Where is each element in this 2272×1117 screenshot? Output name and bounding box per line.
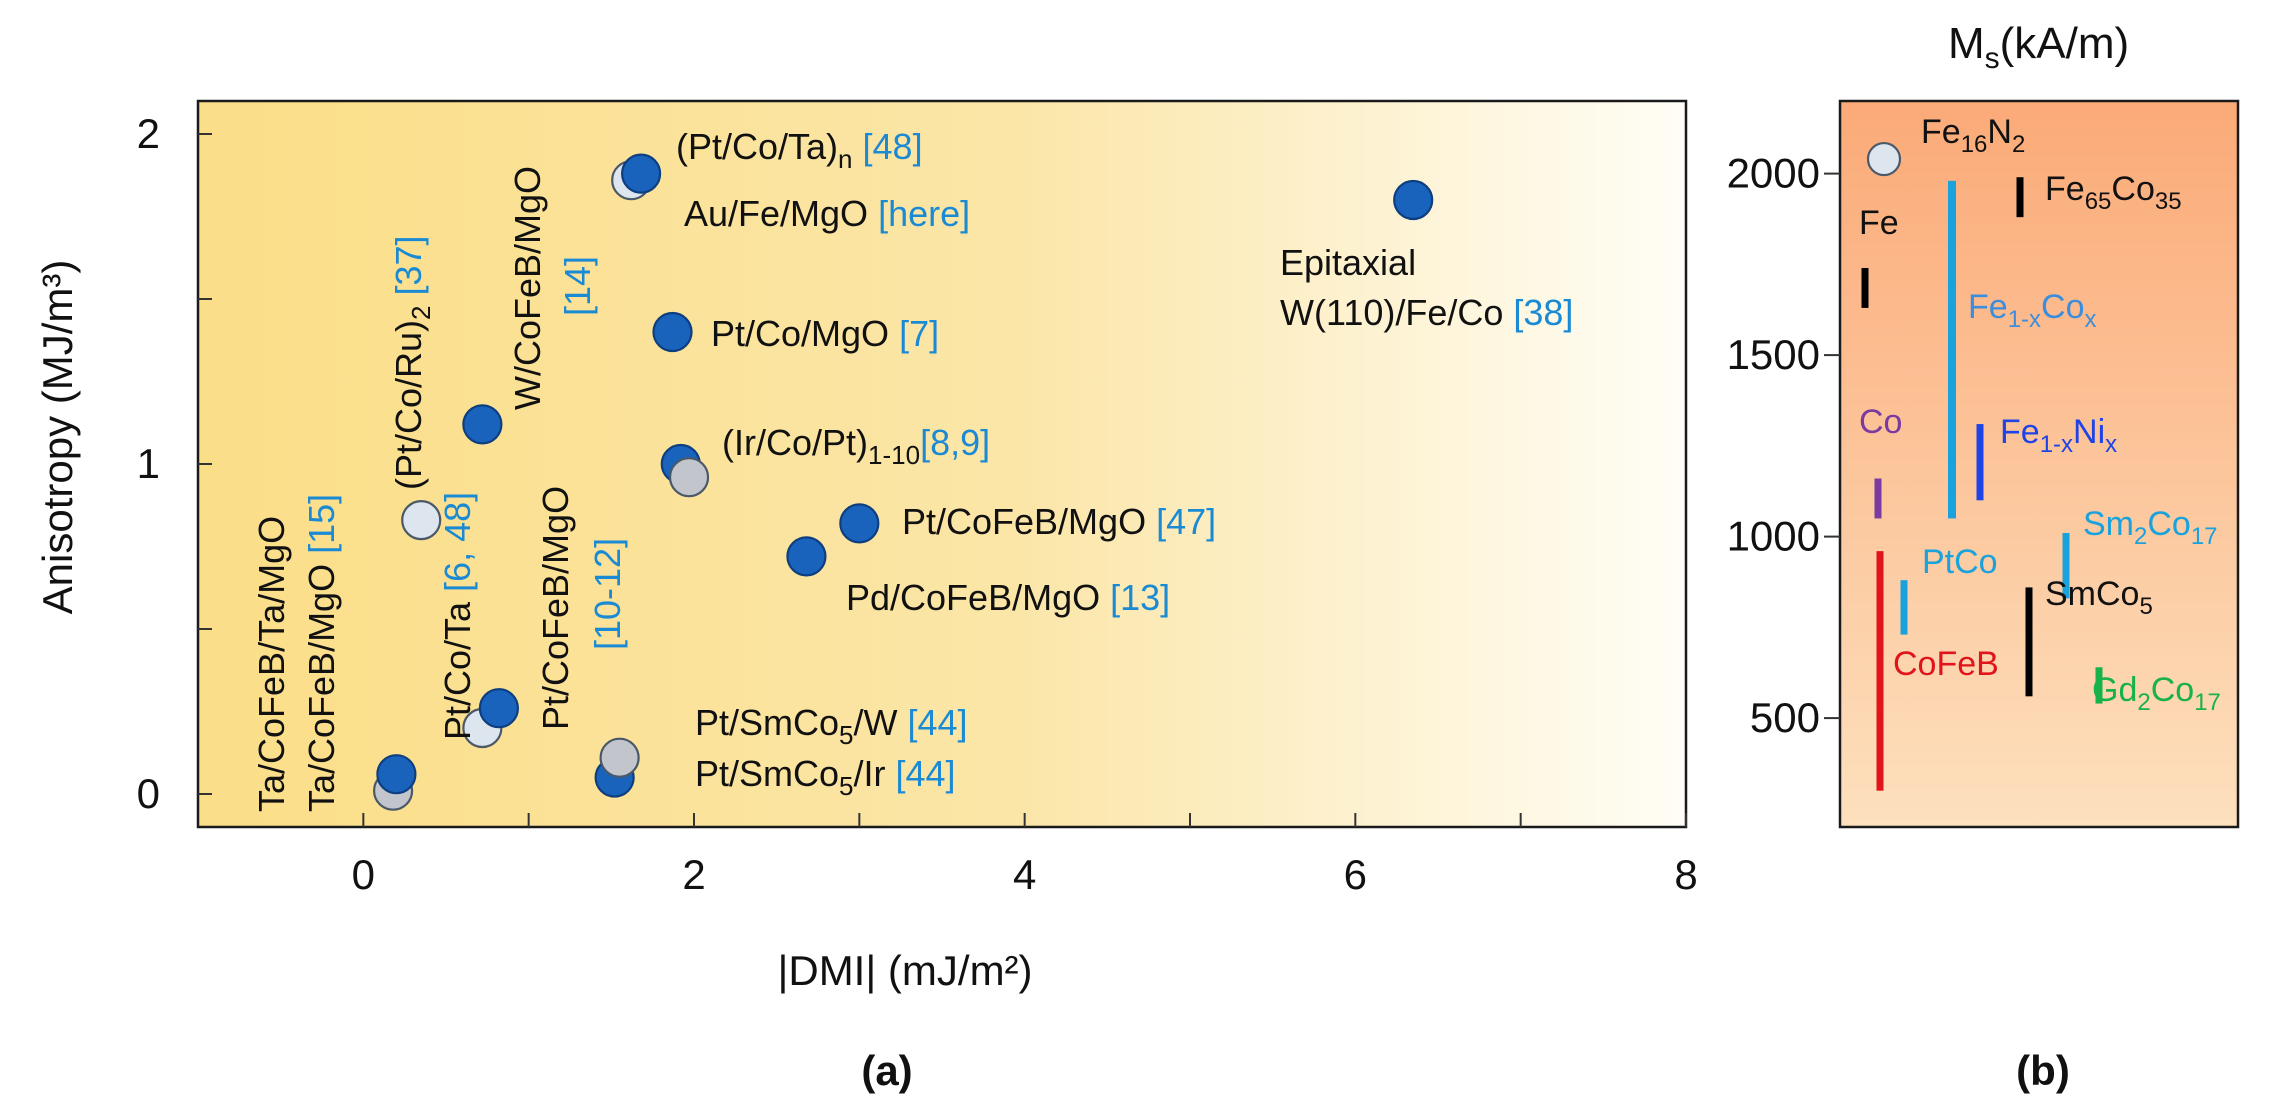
panel-b-title: Ms(kA/m) xyxy=(1948,19,2129,75)
ms-tick-label: 1000 xyxy=(1727,513,1820,560)
x-axis-label: |DMI| (mJ/m²) xyxy=(777,947,1032,994)
label-gd2co17: Gd2Co17 xyxy=(2092,671,2221,716)
ms-points xyxy=(1866,141,1902,177)
y-axis-label: Anisotropy (MJ/m³) xyxy=(34,260,81,615)
label-fe16n2: Fe16N2 xyxy=(1921,113,2025,158)
ms-range-bar-smco xyxy=(2025,587,2033,697)
ms-range-bars xyxy=(1861,177,2103,791)
annotations-a: (Pt/Co/Ta)n [48] Au/Fe/MgO [here] Epitax… xyxy=(251,126,1573,812)
label-sm2co17: Sm2Co17 xyxy=(2083,505,2218,550)
x-tick-label: 0 xyxy=(352,851,375,898)
data-point-filled xyxy=(620,153,662,194)
tick-labels-b: 500 1000 1500 2000 xyxy=(1727,150,1820,741)
data-point-filled xyxy=(652,311,693,353)
ms-tick-label: 500 xyxy=(1750,694,1820,741)
panel-label-a: (a) xyxy=(861,1047,912,1094)
annotation-pt-smco5-w: Pt/SmCo5/W [44] xyxy=(695,702,968,750)
data-point-grey xyxy=(599,737,640,778)
x-tick-label: 8 xyxy=(1674,851,1697,898)
annotation-pt-co-ta-n: (Pt/Co/Ta)n [48] xyxy=(676,126,923,174)
data-point-filled xyxy=(1393,179,1434,221)
ms-range-bar-smco xyxy=(2062,532,2070,599)
label-fe1-xcox: Fe1-xCox xyxy=(1968,288,2097,333)
range-labels: Fe16N2 Fe Fe65Co35 Fe1-xCox Fe1-xNix Co … xyxy=(1859,113,2221,716)
label-cofeb: CoFeB xyxy=(1893,645,1999,683)
data-point-filled xyxy=(478,688,520,729)
annotation-pt-cofeb-mgo: Pt/CoFeB/MgO xyxy=(535,486,576,730)
annotation-pt-co-mgo: Pt/Co/MgO [7] xyxy=(711,313,939,354)
data-point-filled xyxy=(839,503,880,544)
ms-range-bar-cofeb xyxy=(1876,551,1884,791)
data-point-filled xyxy=(376,754,417,795)
label-ptco: PtCo xyxy=(1922,543,1998,581)
data-point-grey xyxy=(668,457,710,498)
annotation-pt-cofeb-mgo-47: Pt/CoFeB/MgO [47] xyxy=(902,501,1216,542)
ms-range-bar-feni xyxy=(1976,424,1984,501)
x-tick-label: 2 xyxy=(682,851,705,898)
ms-point-fe16n2 xyxy=(1866,141,1902,177)
axis-ticks-b xyxy=(1824,172,1840,720)
y-tick-label: 0 xyxy=(137,770,160,817)
label-fe: Fe xyxy=(1859,204,1899,242)
annotation-ta-cofeb-mgo: Ta/CoFeB/MgO [15] xyxy=(301,494,342,812)
x-tick-label: 4 xyxy=(1013,851,1036,898)
data-points-a xyxy=(372,153,1434,811)
ms-range-bar-feco xyxy=(2016,177,2024,218)
annotation-ir-co-pt: (Ir/Co/Pt)1-10[8,9] xyxy=(722,422,990,470)
annotation-ref-10-12: [10-12] xyxy=(587,538,628,650)
ms-range-bar-gdco xyxy=(2095,667,2103,704)
annotation-w110-fe-co: W(110)/Fe/Co [38] xyxy=(1280,292,1573,333)
annotation-pt-smco5-ir: Pt/SmCo5/Ir [44] xyxy=(695,753,956,801)
annotation-ta-cofeb-ta-mgo: Ta/CoFeB/Ta/MgO xyxy=(251,516,292,812)
y-tick-label: 2 xyxy=(137,110,160,157)
label-smco5: SmCo5 xyxy=(2045,575,2153,620)
annotation-au-fe-mgo: Au/Fe/MgO [here] xyxy=(684,193,970,234)
annotation-pt-co-ta: Pt/Co/Ta [6, 48] xyxy=(437,492,478,740)
ms-tick-label: 2000 xyxy=(1727,150,1820,197)
data-point-open xyxy=(401,499,442,541)
label-fe1-xnix: Fe1-xNix xyxy=(2000,413,2117,458)
panel-label-b: (b) xyxy=(2016,1047,2070,1094)
plot-area-a xyxy=(196,99,1688,829)
label-fe65co35: Fe65Co35 xyxy=(2045,170,2182,215)
tick-labels-a: 0 2 4 6 8 0 1 2 xyxy=(137,110,1698,898)
annotation-pt-co-ru-2: (Pt/Co/Ru)2 [37] xyxy=(388,235,436,490)
x-tick-label: 6 xyxy=(1344,851,1367,898)
ms-range-bar-fe xyxy=(1861,267,1869,308)
annotation-w-cofeb-mgo: W/CoFeB/MgO xyxy=(507,166,548,410)
y-tick-label: 1 xyxy=(137,440,160,487)
data-point-filled xyxy=(786,536,827,577)
label-co: Co xyxy=(1859,403,1902,441)
plot-area-b xyxy=(1838,99,2240,829)
annotation-ref-14: [14] xyxy=(557,256,598,316)
ms-tick-label: 1500 xyxy=(1727,331,1820,378)
annotation-epitaxial: Epitaxial xyxy=(1280,242,1416,283)
ms-range-bar-feco xyxy=(1948,180,1956,519)
data-point-filled xyxy=(462,404,503,445)
ms-range-bar-ptco xyxy=(1900,580,1908,635)
axis-ticks-a xyxy=(198,133,1687,827)
panel-a-scatter: 0 2 4 6 8 0 1 2 |DMI| (mJ/m²) Anisotropy (MJ/m³… xyxy=(34,99,1698,1094)
panel-b-ms-ranges: 500 1000 1500 2000 Ms(kA/m) (b) Fe16N2 Fe F… xyxy=(1727,19,2240,1094)
annotation-pd-cofeb-mgo: Pd/CoFeB/MgO [13] xyxy=(846,577,1170,618)
ms-range-bar-co xyxy=(1874,478,1882,519)
